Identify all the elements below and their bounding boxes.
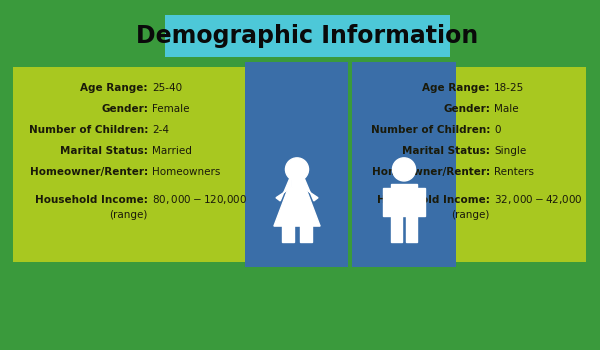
Text: Married: Married [152, 146, 192, 156]
FancyBboxPatch shape [165, 15, 450, 57]
Bar [292, 168, 302, 187]
Text: $32,000-$42,000: $32,000-$42,000 [494, 194, 583, 206]
Bar [416, 188, 425, 216]
Bar [391, 214, 402, 242]
Circle shape [392, 158, 416, 181]
Bar [383, 188, 391, 216]
Text: Number of Children:: Number of Children: [29, 125, 148, 135]
FancyBboxPatch shape [351, 62, 456, 267]
Text: Homeowners: Homeowners [152, 167, 220, 177]
Text: $80,000-$120,000: $80,000-$120,000 [152, 194, 247, 206]
Text: Marital Status:: Marital Status: [402, 146, 490, 156]
Text: Gender:: Gender: [101, 104, 148, 114]
Bar [283, 224, 294, 242]
Text: Household Income:: Household Income: [377, 195, 490, 205]
Text: Demographic Information: Demographic Information [136, 24, 478, 48]
Text: 0: 0 [494, 125, 500, 135]
FancyBboxPatch shape [348, 62, 352, 267]
Text: 18-25: 18-25 [494, 83, 524, 93]
Polygon shape [274, 187, 320, 226]
Text: Number of Children:: Number of Children: [371, 125, 490, 135]
Text: Age Range:: Age Range: [80, 83, 148, 93]
Text: Marital Status:: Marital Status: [60, 146, 148, 156]
Text: Gender:: Gender: [443, 104, 490, 114]
Polygon shape [276, 174, 292, 201]
FancyBboxPatch shape [245, 62, 350, 267]
Bar [406, 214, 416, 242]
Text: Female: Female [152, 104, 190, 114]
Bar [300, 224, 312, 242]
Text: (range): (range) [110, 210, 148, 220]
Bar [391, 184, 416, 216]
Text: Homeowner/Renter:: Homeowner/Renter: [30, 167, 148, 177]
FancyBboxPatch shape [348, 67, 586, 262]
Text: 2-4: 2-4 [152, 125, 169, 135]
Polygon shape [302, 174, 318, 201]
Text: Age Range:: Age Range: [422, 83, 490, 93]
Text: Homeowner/Renter:: Homeowner/Renter: [372, 167, 490, 177]
Text: Renters: Renters [494, 167, 534, 177]
Circle shape [286, 158, 308, 181]
Text: Household Income:: Household Income: [35, 195, 148, 205]
Text: (range): (range) [452, 210, 490, 220]
Text: 25-40: 25-40 [152, 83, 182, 93]
FancyBboxPatch shape [13, 67, 245, 262]
Text: Male: Male [494, 104, 518, 114]
Text: Single: Single [494, 146, 526, 156]
